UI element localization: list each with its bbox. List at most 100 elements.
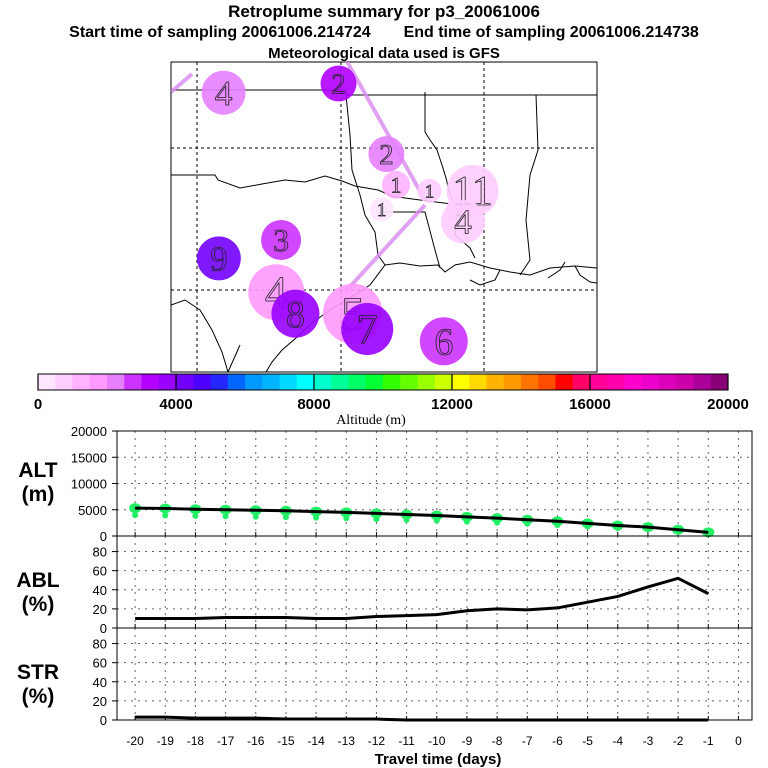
- colorbar-swatch: [486, 374, 505, 390]
- cluster-label: 3: [273, 222, 289, 258]
- time-series-panels: ALT(m)05000100001500020000ABL(%)02040608…: [16, 424, 753, 768]
- colorbar-swatch: [676, 374, 694, 390]
- panel-frame: [116, 627, 753, 721]
- sampling-times: Start time of sampling 20061006.214724 E…: [0, 24, 768, 42]
- map-cluster: 4: [201, 70, 246, 115]
- colorbar-swatch: [693, 374, 712, 390]
- x-tick-label: -19: [157, 734, 175, 748]
- cluster-circle: [417, 178, 442, 203]
- map-cluster: 1: [417, 178, 442, 203]
- alt-scatter-point: [584, 523, 591, 530]
- colorbar-swatch: [55, 374, 73, 390]
- cluster-circle: [440, 199, 485, 244]
- colorbar-swatch: [400, 374, 418, 390]
- colorbar-swatch: [383, 374, 401, 390]
- figure-title: Retroplume summary for p3_20061006: [228, 2, 540, 21]
- cluster-label: 1: [377, 200, 387, 221]
- x-tick-label: -8: [492, 734, 503, 748]
- series-line: [135, 506, 709, 534]
- map-clusters: 12349485762111114: [196, 65, 499, 366]
- x-tick-label: -15: [277, 734, 295, 748]
- cluster-label: 6: [434, 322, 453, 364]
- map-cluster: 1: [369, 197, 394, 222]
- x-tick-label: -13: [338, 734, 356, 748]
- x-tick-label: -1: [703, 734, 714, 748]
- x-tick-label: -18: [187, 734, 205, 748]
- alt-scatter-point: [313, 514, 320, 521]
- colorbar-tick-label: 20000: [707, 396, 749, 413]
- altitude-colorbar: 0 4000 8000 12000 16000 20000: [34, 373, 749, 413]
- colorbar-tick-label: 8000: [297, 396, 330, 413]
- colorbar-swatch: [417, 374, 436, 390]
- map-cluster: 2: [320, 65, 357, 102]
- map-cluster: 9: [196, 236, 241, 281]
- x-tick-label: -7: [522, 734, 533, 748]
- alt-scatter-point: [524, 520, 531, 527]
- y-tick-label: 15000: [71, 450, 107, 465]
- y-tick-label: 20000: [71, 424, 107, 439]
- sampling-start: Start time of sampling 20061006.214724: [69, 24, 371, 41]
- colorbar-tick-label: 12000: [431, 396, 473, 413]
- map-panel: 12349485762111114: [170, 61, 598, 373]
- y-tick-label: 5000: [78, 503, 107, 518]
- alt-scatter-point: [222, 513, 229, 520]
- colorbar-swatch: [279, 374, 298, 390]
- colorbar-swatch: [210, 374, 229, 390]
- colorbar-swatch: [538, 374, 556, 390]
- alt-scatter-point: [162, 512, 169, 519]
- sampling-end: End time of sampling 20061006.214738: [403, 24, 699, 41]
- map-cluster: 3: [261, 220, 302, 261]
- cluster-circle: [341, 303, 394, 356]
- y-tick-label: 40: [93, 583, 107, 598]
- colorbar-swatch: [503, 374, 522, 390]
- alt-scatter-point: [192, 512, 199, 519]
- x-tick-label: -16: [247, 734, 265, 748]
- colorbar-swatch: [434, 374, 453, 390]
- panel-label: ALT: [18, 459, 57, 482]
- cluster-circle: [320, 65, 357, 102]
- colorbar-tick-label: 0: [34, 396, 42, 413]
- met-data-note: Meteorological data used is GFS: [268, 45, 500, 62]
- panel-unit: (%): [22, 593, 55, 616]
- colorbar-swatch: [590, 374, 608, 390]
- alt-scatter-point: [433, 517, 440, 524]
- map-cluster: 2: [368, 136, 405, 173]
- x-tick-label: -12: [368, 734, 386, 748]
- panel-alt: ALT(m) 0 5000 10000 15000 20000: [18, 424, 753, 544]
- cluster-circle: [201, 70, 246, 115]
- colorbar-swatch: [124, 374, 142, 390]
- cluster-circle: [369, 197, 394, 222]
- colorbar-swatch: [469, 374, 487, 390]
- y-tick-label: 60: [93, 564, 107, 579]
- cluster-circle: [368, 136, 405, 173]
- x-tick-label: 0: [735, 734, 742, 748]
- x-tick-label: -5: [582, 734, 593, 748]
- cluster-label: 7: [357, 307, 378, 353]
- alt-scatter-point: [132, 512, 139, 519]
- cluster-label: 4: [454, 203, 472, 242]
- cluster-label: 2: [331, 68, 346, 100]
- colorbar-swatch: [72, 374, 91, 390]
- cluster-label: 4: [215, 74, 233, 113]
- cluster-label: 8: [286, 294, 305, 336]
- colorbar-swatch: [176, 374, 194, 390]
- x-tick-label: -11: [398, 734, 415, 748]
- panel-unit: (%): [22, 685, 55, 708]
- colorbar-swatch: [659, 374, 677, 390]
- map-cluster: 4: [440, 199, 485, 244]
- x-tick-label: -4: [612, 734, 623, 748]
- cluster-label: 9: [210, 240, 228, 279]
- colorbar-swatch: [624, 374, 643, 390]
- alt-scatter-point: [403, 516, 410, 523]
- x-tick-label: -10: [428, 734, 446, 748]
- y-tick-label: 0: [100, 713, 107, 728]
- cluster-label: 1: [425, 182, 435, 203]
- panel-label: STR: [17, 661, 59, 684]
- y-tick-label: 40: [93, 675, 107, 690]
- panel-unit: (m): [22, 483, 55, 506]
- alt-scatter-point: [463, 518, 470, 525]
- colorbar-swatch: [227, 374, 246, 390]
- x-tick-label: -6: [552, 734, 563, 748]
- colorbar-swatch: [348, 374, 367, 390]
